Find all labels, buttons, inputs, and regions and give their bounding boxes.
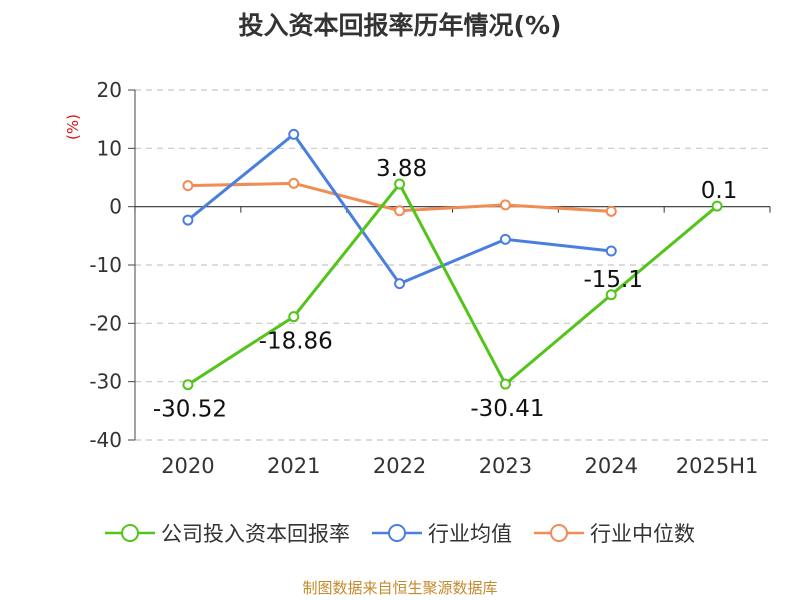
- data-point: [182, 180, 194, 192]
- y-tick-label: 20: [97, 78, 122, 102]
- data-point: [499, 199, 511, 211]
- legend-label: 公司投入资本回报率: [161, 522, 350, 546]
- y-tick-label: -10: [89, 253, 122, 277]
- series-lines: [182, 128, 723, 391]
- data-point: [288, 311, 300, 323]
- y-tick-label: 0: [109, 195, 122, 219]
- x-tick-label: 2023: [479, 454, 532, 478]
- data-point: [605, 205, 617, 217]
- axes: 20 10 0 -10 -20 -30 -40 (%) 2020 2021 2022 2023 2024…: [64, 78, 771, 478]
- data-point: [711, 200, 723, 212]
- data-label: -30.41: [470, 396, 544, 422]
- y-axis-unit-label: (%): [64, 114, 82, 140]
- x-tick-label: 2020: [161, 454, 214, 478]
- legend-line-marker-icon: [372, 524, 422, 542]
- data-label: -15.1: [583, 267, 643, 293]
- x-tick-label: 2021: [267, 454, 320, 478]
- legend-line-marker-icon: [534, 524, 584, 542]
- data-labels: -30.52 -18.86 3.88 -30.41 -15.1 0.1: [153, 156, 738, 423]
- data-point: [499, 233, 511, 245]
- x-tick-label: 2025H1: [676, 454, 759, 478]
- data-source-note: 制图数据来自恒生聚源数据库: [302, 579, 498, 597]
- y-tick-label: -20: [89, 311, 122, 335]
- data-point: [394, 278, 406, 290]
- data-label: -18.86: [259, 329, 333, 355]
- legend-item-company[interactable]: 公司投入资本回报率: [105, 518, 350, 548]
- data-point: [182, 214, 194, 226]
- data-point: [182, 379, 194, 391]
- legend-item-industry-mean[interactable]: 行业均值: [372, 518, 512, 548]
- data-point: [499, 378, 511, 390]
- data-point: [288, 177, 300, 189]
- legend-item-industry-median[interactable]: 行业中位数: [534, 518, 695, 548]
- data-label: 3.88: [376, 156, 427, 182]
- x-tick-label: 2022: [373, 454, 426, 478]
- grid-lines: [135, 89, 770, 441]
- data-point: [394, 178, 406, 190]
- legend-label: 行业均值: [428, 522, 512, 546]
- data-label: 0.1: [701, 178, 738, 204]
- x-tick-label: 2024: [585, 454, 638, 478]
- data-point: [394, 205, 406, 217]
- y-tick-label: 10: [97, 136, 122, 160]
- data-label: -30.52: [153, 397, 227, 423]
- y-tick-label: -40: [89, 428, 122, 452]
- data-point: [605, 245, 617, 257]
- data-point: [605, 289, 617, 301]
- data-point: [288, 128, 300, 140]
- y-tick-label: -30: [89, 370, 122, 394]
- legend-line-marker-icon: [105, 524, 155, 542]
- legend-label: 行业中位数: [590, 522, 695, 546]
- series-line: [187, 182, 719, 386]
- legend: 公司投入资本回报率 行业均值 行业中位数: [0, 518, 800, 548]
- chart-title: 投入资本回报率历年情况(%): [238, 11, 562, 40]
